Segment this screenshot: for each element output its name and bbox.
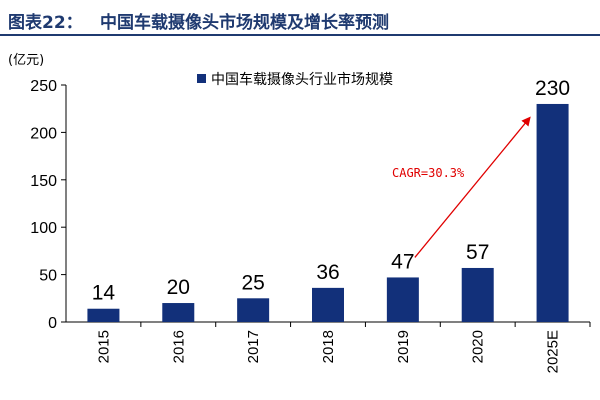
y-tick-label: 100 [30,220,57,237]
legend: 中国车载摄像头行业市场规模 [197,71,393,88]
x-tick-label: 2025E [545,330,562,373]
bar [386,277,419,322]
bar [237,298,270,322]
y-tick-label: 50 [39,268,57,285]
cagr-annotation: CAGR=30.3% [392,116,531,258]
data-label: 230 [535,77,570,100]
y-tick-label: 200 [30,125,57,142]
legend-swatch [197,74,206,83]
bar [162,303,195,322]
cagr-label: CAGR=30.3% [392,166,465,180]
axes [65,85,590,323]
cagr-arrow [414,116,531,258]
x-axis-labels: 2015 2016 2017 2018 2019 2020 2025E [95,330,561,373]
legend-label: 中国车载摄像头行业市场规模 [211,71,393,88]
x-tick-label: 2017 [245,330,262,363]
chart-header: 图表22： 中国车载摄像头市场规模及增长率预测 [0,0,600,36]
bar [312,287,344,322]
y-tick-label: 150 [30,173,57,190]
x-tick-label: 2018 [320,330,337,363]
figure-label: 图表22： [8,13,83,33]
bars [87,103,591,327]
bar [536,103,569,323]
x-tick-label: 2019 [395,330,412,363]
header-rule [0,34,600,36]
data-label: 57 [466,241,489,264]
data-label: 20 [167,276,190,299]
y-axis-unit-label: (亿元) [8,53,44,68]
y-tick-label: 0 [48,315,57,332]
x-tick-label: 2020 [470,330,487,363]
data-label: 36 [316,261,339,284]
data-label: 14 [92,282,116,305]
data-label: 25 [241,271,264,294]
bar [461,267,494,322]
bar [87,308,120,322]
data-labels: 14 20 25 36 47 57 230 [92,77,570,305]
x-tick-label: 2015 [95,330,112,363]
data-label: 47 [391,250,414,273]
x-tick-label: 2016 [170,330,187,363]
y-axis-ticks: 0 50 100 150 200 250 [30,78,66,332]
chart-title: 中国车载摄像头市场规模及增长率预测 [100,13,389,33]
y-tick-label: 250 [30,78,57,95]
